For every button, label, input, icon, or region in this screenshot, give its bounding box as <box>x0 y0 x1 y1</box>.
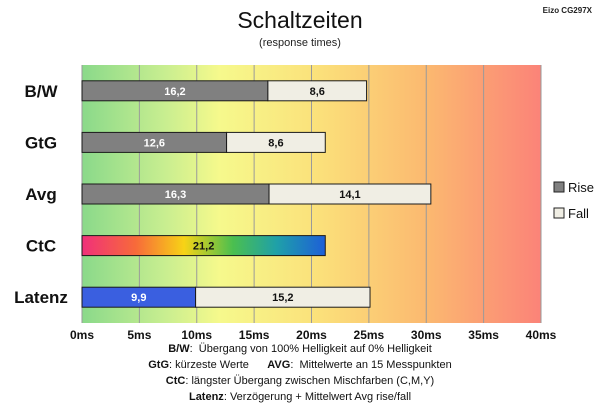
notes-block: B/W: Übergang von 100% Helligkeit auf 0%… <box>0 341 600 405</box>
note-label: CtC <box>165 375 186 387</box>
bar-rise <box>81 235 326 257</box>
note-ctc: CtC: längster Übergang zwischen Mischfar… <box>165 375 435 387</box>
bar-fall <box>267 80 368 102</box>
x-tick-label: 0ms <box>70 328 94 342</box>
note-latenz: Latenz: Verzögerung + Mittelwert Avg ris… <box>188 391 412 403</box>
chart-title: Schaltzeiten <box>237 7 362 33</box>
note-text: Mittelwerte an 15 Messpunkten <box>299 359 452 371</box>
bar-value-label: 21,2 <box>193 241 214 253</box>
bars: 16,2 8,6 12,6 8,6 16,3 14,1 21,2 9,9 15,2 <box>81 80 432 308</box>
note-label: GtG <box>148 359 170 371</box>
x-tick-label: 30ms <box>411 328 442 342</box>
bar-fall <box>195 286 371 308</box>
x-tick-label: 15ms <box>239 328 270 342</box>
legend-label-fall: Fall <box>568 206 589 221</box>
note-label: B/W <box>168 343 190 355</box>
model-label: Eizo CG297X <box>543 6 593 15</box>
bar-fall <box>226 131 326 153</box>
note-label: Latenz <box>188 391 224 403</box>
category-label: GtG <box>25 133 57 152</box>
bar-fall <box>268 183 432 205</box>
note-text: längster Übergang zwischen Mischfarben (… <box>191 375 435 387</box>
legend: Rise Fall <box>553 180 594 221</box>
category-label: Latenz <box>14 288 68 307</box>
bar-value-label: 9,9 <box>131 292 146 304</box>
note-text: kürzeste Werte <box>175 359 249 371</box>
x-tick-labels: 0ms 5ms 10ms 15ms 20ms 25ms 30ms 35ms 40ms <box>70 328 557 342</box>
bar-value-label: 12,6 <box>144 137 165 149</box>
legend-label-rise: Rise <box>568 180 594 195</box>
bar-value-label: 14,1 <box>339 189 360 201</box>
bar-value-label: 8,6 <box>268 137 283 149</box>
category-label: B/W <box>24 82 58 101</box>
note-text: Verzögerung + Mittelwert Avg rise/fall <box>229 391 412 403</box>
category-label: CtC <box>26 237 56 256</box>
note-label: AVG <box>267 359 291 371</box>
bar-value-label: 16,3 <box>165 189 186 201</box>
category-label: Avg <box>25 185 57 204</box>
x-tick-label: 20ms <box>296 328 327 342</box>
note-gtg-avg: GtG: kürzeste Werte AVG: Mittelwerte an … <box>148 359 452 371</box>
chart-subtitle: (response times) <box>259 37 341 49</box>
bar-value-label: 15,2 <box>272 292 293 304</box>
note-bw: B/W: Übergang von 100% Helligkeit auf 0%… <box>168 343 432 355</box>
note-text: Übergang von 100% Helligkeit auf 0% Hell… <box>198 343 432 355</box>
category-labels: B/W GtG Avg CtC Latenz <box>14 82 68 307</box>
bar-value-label: 16,2 <box>164 86 185 98</box>
x-tick-label: 40ms <box>526 328 557 342</box>
legend-swatch-rise <box>553 181 565 193</box>
x-tick-label: 5ms <box>127 328 151 342</box>
x-tick-label: 10ms <box>181 328 212 342</box>
bar-value-label: 8,6 <box>310 86 325 98</box>
x-tick-label: 25ms <box>354 328 385 342</box>
x-tick-label: 35ms <box>468 328 499 342</box>
legend-swatch-fall <box>553 207 565 219</box>
